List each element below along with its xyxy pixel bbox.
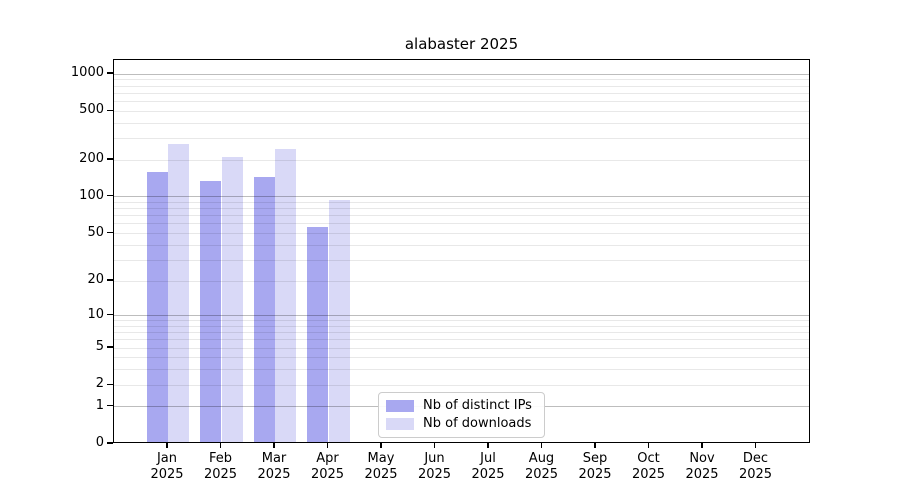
minor-gridline <box>114 357 809 359</box>
y-tick-mark <box>107 158 113 160</box>
legend-label-downloads: Nb of downloads <box>423 416 532 431</box>
bar-distinct-ips <box>200 181 222 442</box>
x-tick-mark <box>594 443 596 448</box>
x-tick-label: May 2025 <box>364 451 398 482</box>
minor-gridline <box>114 347 809 349</box>
y-tick-mark <box>107 442 113 444</box>
x-tick-label: Oct 2025 <box>631 451 666 482</box>
x-tick-label: Nov 2025 <box>685 451 719 482</box>
minor-gridline <box>114 100 809 102</box>
legend-label-distinct-ips: Nb of distinct IPs <box>423 398 532 413</box>
bar-downloads <box>328 199 350 442</box>
x-tick-mark <box>487 443 489 448</box>
x-tick-mark <box>647 443 650 448</box>
minor-gridline <box>114 280 809 282</box>
minor-gridline <box>114 259 809 261</box>
y-tick-label: 5 <box>95 339 104 355</box>
minor-gridline <box>114 79 809 81</box>
y-tick-mark <box>107 72 113 74</box>
x-tick-label: Apr 2025 <box>310 451 345 482</box>
minor-gridline <box>114 92 809 94</box>
minor-gridline <box>114 244 809 246</box>
major-gridline <box>114 73 809 75</box>
x-tick-mark <box>433 443 436 448</box>
y-tick-label: 100 <box>79 187 104 203</box>
minor-gridline <box>114 223 809 225</box>
legend-item-distinct-ips: Nb of distinct IPs <box>386 399 536 413</box>
y-tick-mark <box>107 313 113 316</box>
x-tick-mark <box>166 443 168 448</box>
y-tick-mark <box>107 195 113 197</box>
chart-title: alabaster 2025 <box>404 35 519 53</box>
y-tick-label: 1000 <box>70 65 104 80</box>
legend: Nb of distinct IPs Nb of downloads <box>378 392 545 438</box>
y-tick-label: 200 <box>79 151 104 166</box>
minor-gridline <box>114 233 809 234</box>
minor-gridline <box>114 137 809 139</box>
bar-downloads <box>275 149 297 442</box>
x-tick-label: Aug 2025 <box>524 451 559 482</box>
y-tick-label: 0 <box>95 435 104 450</box>
x-tick-mark <box>540 443 543 448</box>
legend-swatch-downloads-icon <box>386 418 414 430</box>
x-tick-label: Mar 2025 <box>257 451 291 482</box>
y-tick-label: 50 <box>87 224 104 240</box>
minor-gridline <box>114 202 809 203</box>
legend-item-downloads: Nb of downloads <box>386 417 536 431</box>
minor-gridline <box>114 110 809 112</box>
x-tick-mark <box>380 443 382 448</box>
x-tick-mark <box>326 443 329 448</box>
y-tick-label: 20 <box>87 272 104 287</box>
minor-gridline <box>114 384 809 386</box>
major-gridline <box>114 315 809 317</box>
x-tick-label: Dec 2025 <box>738 451 773 482</box>
minor-gridline <box>114 215 809 217</box>
y-tick-mark <box>107 231 113 234</box>
y-tick-mark <box>107 383 113 385</box>
bar-distinct-ips <box>146 172 168 442</box>
plot-area <box>113 59 810 443</box>
bar-downloads <box>168 144 190 442</box>
minor-gridline <box>114 208 809 210</box>
y-tick-mark <box>107 405 113 407</box>
x-tick-mark <box>754 443 757 448</box>
minor-gridline <box>114 159 809 161</box>
y-tick-mark <box>107 279 113 281</box>
y-tick-label: 2 <box>95 376 104 392</box>
grid-layer <box>114 60 809 442</box>
minor-gridline <box>114 122 809 124</box>
x-tick-label: Sep 2025 <box>578 451 612 482</box>
y-tick-mark <box>107 109 113 111</box>
minor-gridline <box>114 332 809 334</box>
x-tick-label: Feb 2025 <box>203 451 238 482</box>
major-gridline <box>114 196 809 198</box>
minor-gridline <box>114 85 809 87</box>
bars-layer <box>114 60 809 442</box>
x-tick-label: Jan 2025 <box>150 451 184 482</box>
x-tick-mark <box>273 443 275 448</box>
bar-distinct-ips <box>253 176 275 442</box>
x-tick-label: Jul 2025 <box>471 451 505 482</box>
bar-downloads <box>221 157 243 442</box>
minor-gridline <box>114 369 809 371</box>
minor-gridline <box>114 339 809 341</box>
legend-swatch-distinct-ips-icon <box>386 400 414 412</box>
x-tick-label: Jun 2025 <box>417 451 452 482</box>
y-tick-label: 500 <box>79 102 104 118</box>
minor-gridline <box>114 320 809 322</box>
y-tick-mark <box>107 346 113 348</box>
x-tick-mark <box>701 443 703 448</box>
x-tick-mark <box>219 443 222 448</box>
minor-gridline <box>114 325 809 327</box>
y-tick-label: 1 <box>95 397 104 413</box>
y-tick-label: 10 <box>87 306 104 322</box>
bar-distinct-ips <box>307 227 329 442</box>
